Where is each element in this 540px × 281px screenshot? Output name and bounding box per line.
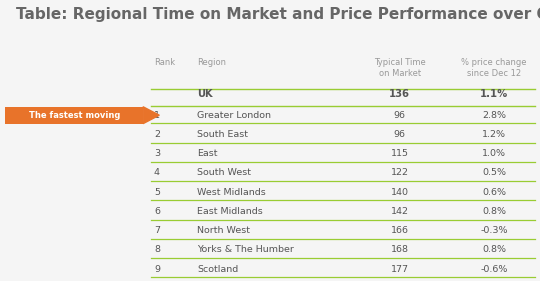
Text: Greater London: Greater London	[197, 111, 271, 120]
Text: -0.3%: -0.3%	[481, 226, 508, 235]
Text: 142: 142	[390, 207, 409, 216]
Text: 136: 136	[389, 89, 410, 99]
Text: Yorks & The Humber: Yorks & The Humber	[197, 245, 294, 255]
Text: 96: 96	[394, 111, 406, 120]
Text: Table: Regional Time on Market and Price Performance over Q1: Table: Regional Time on Market and Price…	[16, 7, 540, 22]
Text: 177: 177	[390, 265, 409, 274]
Text: 168: 168	[390, 245, 409, 255]
Text: North West: North West	[197, 226, 250, 235]
Text: East: East	[197, 149, 218, 158]
Text: 3: 3	[154, 149, 160, 158]
Text: 96: 96	[394, 130, 406, 139]
Text: East Midlands: East Midlands	[197, 207, 263, 216]
Text: South West: South West	[197, 168, 251, 178]
Text: 0.6%: 0.6%	[482, 188, 506, 197]
Text: 115: 115	[390, 149, 409, 158]
Text: 1.0%: 1.0%	[482, 149, 506, 158]
Text: 2.8%: 2.8%	[482, 111, 506, 120]
Text: 9: 9	[154, 265, 160, 274]
Text: 4: 4	[154, 168, 160, 178]
Text: 0.8%: 0.8%	[482, 207, 506, 216]
Text: 1.2%: 1.2%	[482, 130, 506, 139]
FancyBboxPatch shape	[5, 107, 143, 124]
Text: West Midlands: West Midlands	[197, 188, 266, 197]
Text: 8: 8	[154, 245, 160, 255]
Text: South East: South East	[197, 130, 248, 139]
Text: % price change
since Dec 12: % price change since Dec 12	[461, 58, 527, 78]
Text: 166: 166	[390, 226, 409, 235]
Text: 140: 140	[390, 188, 409, 197]
Text: 1: 1	[154, 111, 160, 120]
Text: 5: 5	[154, 188, 160, 197]
Text: The fastest moving: The fastest moving	[29, 111, 120, 120]
Text: Region: Region	[197, 58, 226, 67]
Text: 7: 7	[154, 226, 160, 235]
Polygon shape	[143, 107, 159, 124]
Text: 0.5%: 0.5%	[482, 168, 506, 178]
Text: Scotland: Scotland	[197, 265, 238, 274]
Text: 1.1%: 1.1%	[480, 89, 508, 99]
Text: 122: 122	[390, 168, 409, 178]
Text: -0.6%: -0.6%	[481, 265, 508, 274]
Text: 0.8%: 0.8%	[482, 245, 506, 255]
Text: 2: 2	[154, 130, 160, 139]
Text: UK: UK	[197, 89, 213, 99]
Text: Typical Time
on Market: Typical Time on Market	[374, 58, 426, 78]
Text: 6: 6	[154, 207, 160, 216]
Text: Rank: Rank	[154, 58, 175, 67]
